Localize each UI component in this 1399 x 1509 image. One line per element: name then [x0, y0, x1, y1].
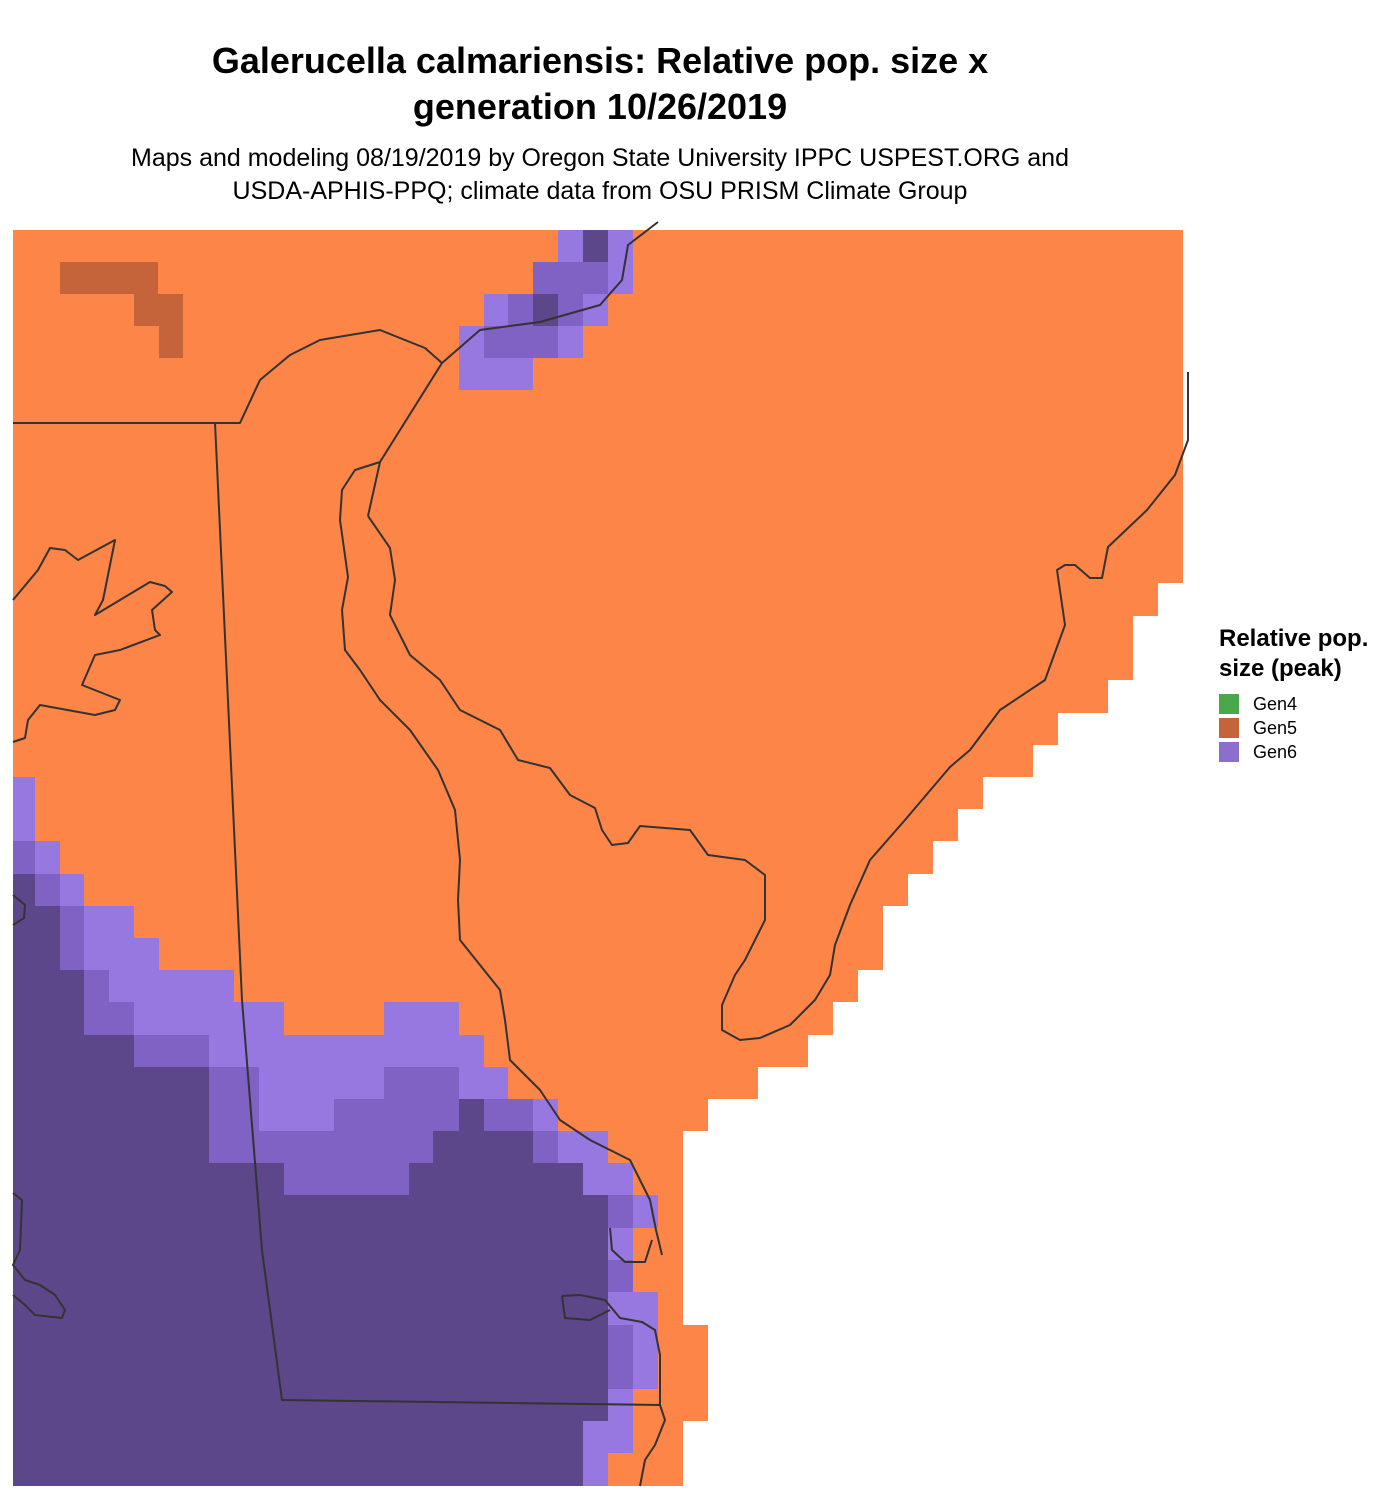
coast-southeast-inlet — [561, 1295, 611, 1321]
legend-title-line2: size (peak) — [1219, 655, 1342, 682]
state-boundaries — [12, 221, 1189, 1487]
legend-swatch-gen6 — [1219, 742, 1239, 762]
legend-title-line1: Relative pop. — [1219, 625, 1369, 652]
boundary-bay-east — [367, 372, 1189, 1041]
coast-southeast-upper — [609, 1227, 653, 1263]
coast-west-lower — [12, 894, 26, 926]
legend-swatch-gen4 — [1219, 694, 1239, 714]
boundary-river-upper — [441, 221, 659, 364]
map-subtitle-line1: Maps and modeling 08/19/2019 by Oregon S… — [131, 144, 1069, 172]
map-subtitle-line2: USDA-APHIS-PPQ; climate data from OSU PR… — [232, 177, 968, 205]
map-title-line2: generation 10/26/2019 — [412, 86, 788, 127]
legend-label-gen4: Gen4 — [1253, 693, 1298, 714]
legend-title: Relative pop. size (peak) — [1219, 624, 1399, 684]
coast-west-inlet — [12, 539, 173, 743]
legend-item-gen4: Gen4 — [1219, 692, 1399, 716]
raster-purple-south — [13, 777, 658, 1486]
boundary-vertical-west — [214, 422, 661, 1406]
legend-item-gen5: Gen5 — [1219, 716, 1399, 740]
boundary-river-main — [339, 362, 663, 1256]
legend-item-gen6: Gen6 — [1219, 740, 1399, 764]
legend-items: Gen4 Gen5 Gen6 — [1219, 692, 1399, 764]
coast-southeast — [561, 1294, 666, 1487]
legend-swatch-gen5 — [1219, 718, 1239, 738]
map-title: Galerucella calmariensis: Relative pop. … — [0, 38, 1200, 130]
boundary-north-horizontal — [13, 329, 443, 424]
legend: Relative pop. size (peak) Gen4 Gen5 Gen6 — [1219, 624, 1399, 764]
coast-west-bottom — [12, 1192, 66, 1319]
raster-gen5-patch — [60, 262, 183, 358]
map-title-line1: Galerucella calmariensis: Relative pop. … — [211, 40, 989, 81]
legend-label-gen5: Gen5 — [1253, 717, 1298, 738]
legend-label-gen6: Gen6 — [1253, 741, 1298, 762]
map-subtitle: Maps and modeling 08/19/2019 by Oregon S… — [0, 142, 1200, 208]
